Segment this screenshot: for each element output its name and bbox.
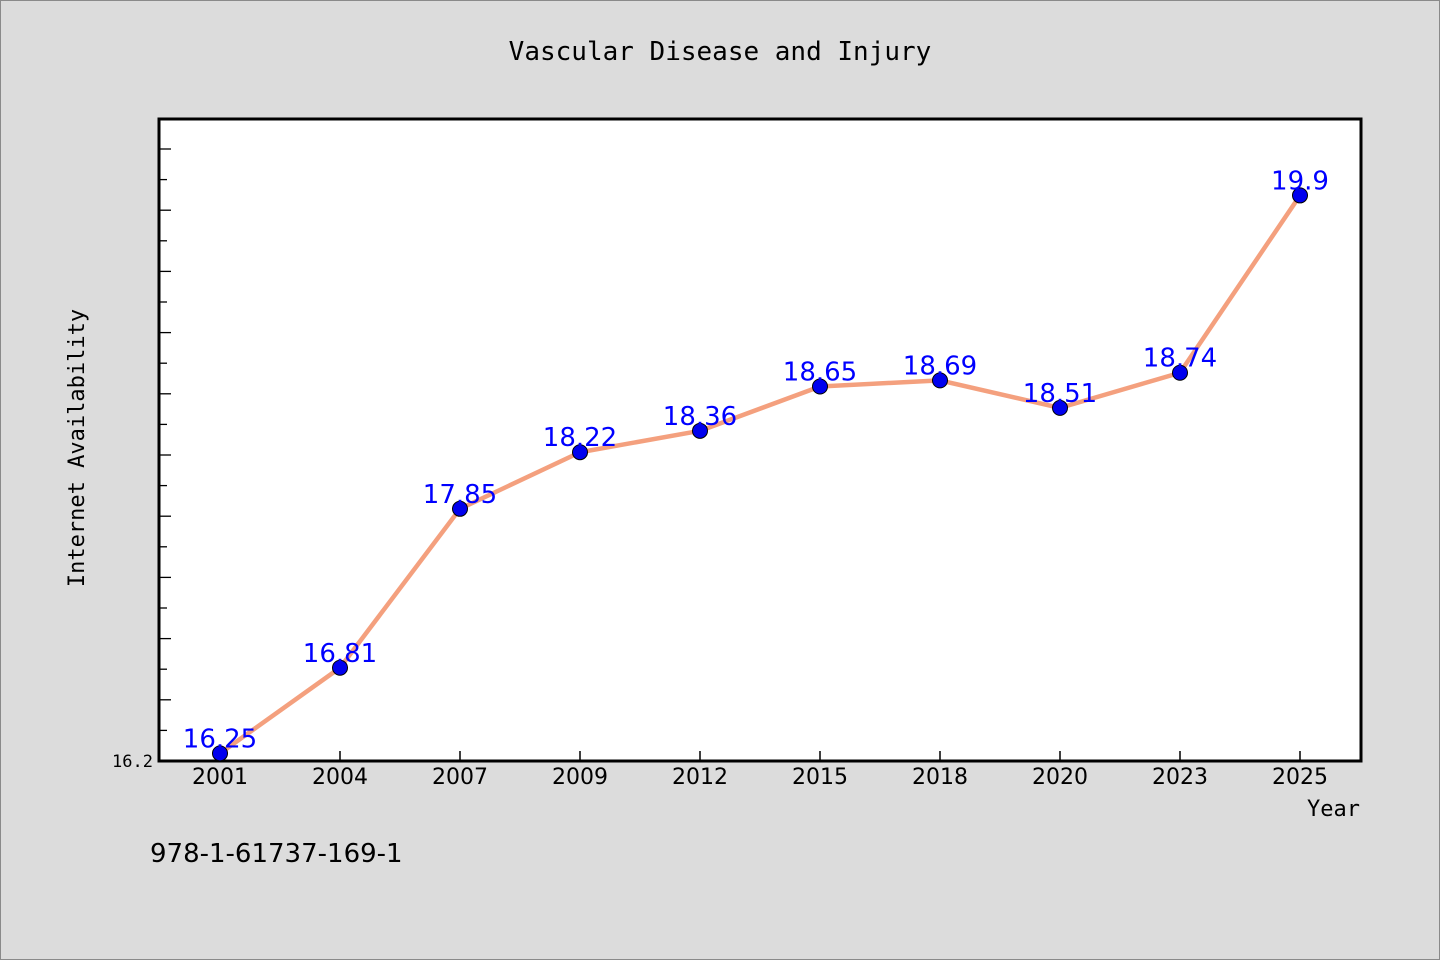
data-label: 17.85 (423, 480, 497, 510)
data-label: 18.69 (903, 351, 977, 381)
x-tick-label: 2001 (192, 765, 248, 790)
y-tick-label: 16.2 (112, 752, 153, 772)
x-tick-label: 2004 (312, 765, 368, 790)
data-point-marker (1052, 399, 1068, 416)
x-tick-label: 2023 (1152, 765, 1208, 790)
data-point-marker (332, 659, 348, 676)
data-label: 18.22 (543, 423, 617, 453)
data-label: 19.9 (1271, 166, 1329, 196)
data-point-marker (1172, 364, 1188, 381)
x-tick-label: 2018 (912, 765, 968, 790)
x-tick-label: 2015 (792, 765, 848, 790)
y-axis-label: Internet Availability (65, 309, 90, 587)
data-label: 18.74 (1143, 344, 1217, 374)
data-label: 16.25 (183, 724, 257, 754)
x-tick-label: 2007 (432, 765, 488, 790)
data-point-marker (692, 422, 708, 439)
x-tick-label: 2020 (1032, 765, 1088, 790)
x-tick-label: 2009 (552, 765, 608, 790)
data-point-marker (932, 372, 948, 389)
x-axis-label: Year (1307, 797, 1360, 822)
data-point-marker (572, 444, 588, 461)
series-group: 16.25 16.81 17.85 18.22 18.36 18.65 18.69 18.51… (183, 166, 1329, 762)
data-label: 18.36 (663, 402, 737, 432)
data-label: 16.81 (303, 639, 377, 669)
data-label: 18.51 (1023, 379, 1097, 409)
y-axis-ticks (159, 148, 171, 762)
chart-title: Vascular Disease and Injury (509, 37, 932, 67)
plot-area (157, 117, 1363, 763)
data-point-marker (812, 378, 828, 395)
isbn-text: 978-1-61737-169-1 (150, 839, 403, 869)
x-tick-label: 2012 (672, 765, 728, 790)
series-line (217, 193, 1303, 756)
data-point-marker (212, 745, 228, 762)
data-label: 18.65 (783, 358, 857, 388)
x-tick-label: 2025 (1272, 765, 1328, 790)
data-point-marker (1292, 187, 1308, 204)
data-point-marker (452, 500, 468, 517)
x-axis-ticks: 2001 2004 2007 2009 2012 2015 2018 2020 2023 2025 (192, 751, 1328, 790)
